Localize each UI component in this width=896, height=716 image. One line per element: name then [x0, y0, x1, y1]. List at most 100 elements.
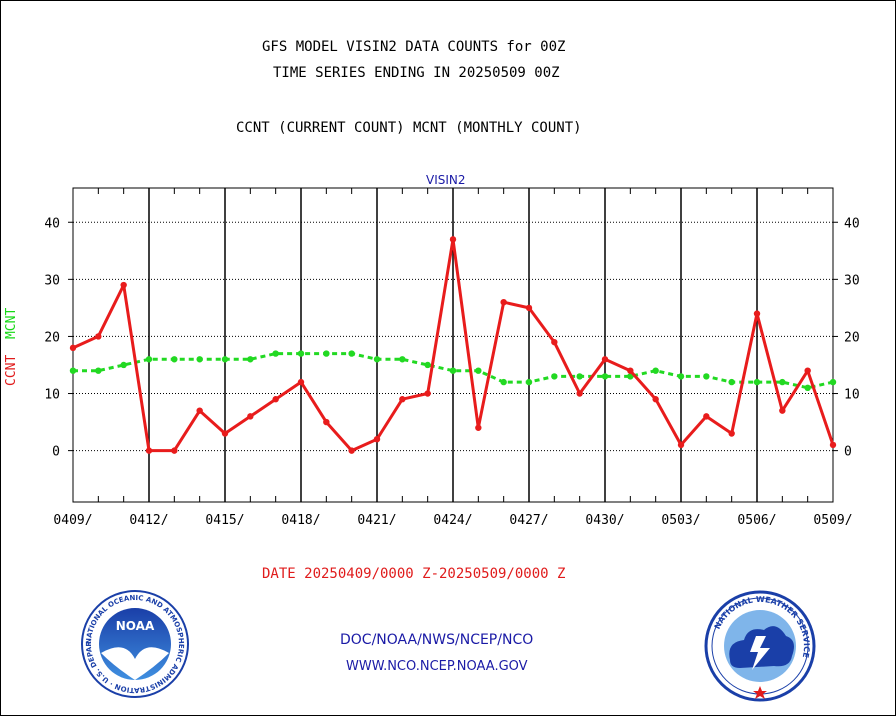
- x-tick-label: 0503/: [661, 513, 700, 528]
- data-point-ccnt: [247, 413, 254, 420]
- data-point-ccnt: [221, 430, 229, 437]
- x-tick-label: 0424/: [433, 513, 472, 528]
- data-point-ccnt: [779, 407, 786, 414]
- data-point-mcnt: [323, 350, 330, 357]
- chart-title-line2: TIME SERIES ENDING IN 20250509 00Z: [273, 65, 560, 81]
- series-mcnt: [69, 350, 837, 392]
- data-point-ccnt: [449, 236, 457, 243]
- data-point-mcnt: [272, 350, 279, 357]
- axis-ticks: 0 0 10 10 20 20 30 30 40 40 0409/0412/0415/0418/04…: [44, 188, 860, 528]
- data-point-ccnt: [373, 436, 381, 443]
- data-point-ccnt: [677, 441, 685, 449]
- data-point-ccnt: [576, 390, 583, 397]
- data-point-mcnt: [551, 373, 558, 380]
- data-point-mcnt: [804, 384, 811, 392]
- y-tick-label-left: 20: [44, 330, 60, 345]
- data-point-mcnt: [627, 373, 634, 380]
- data-point-ccnt: [145, 447, 153, 454]
- x-tick-label: 0427/: [509, 513, 548, 528]
- data-point-mcnt: [399, 356, 406, 363]
- data-point-mcnt: [424, 361, 431, 369]
- data-point-ccnt: [753, 310, 761, 317]
- data-point-ccnt: [829, 441, 837, 449]
- x-tick-label: 0418/: [281, 513, 320, 528]
- data-point-ccnt: [703, 413, 710, 420]
- data-point-mcnt: [171, 356, 178, 363]
- data-point-mcnt: [728, 378, 735, 386]
- footer-org: DOC/NOAA/NWS/NCEP/NCO: [340, 632, 534, 648]
- data-point-mcnt: [677, 373, 685, 380]
- data-point-ccnt: [297, 378, 305, 386]
- nws-logo: NATIONAL WEATHER SERVICE: [704, 590, 816, 702]
- data-point-mcnt: [829, 378, 837, 386]
- y-tick-label-right: 0: [844, 445, 852, 460]
- data-point-mcnt: [348, 350, 355, 357]
- data-point-ccnt: [399, 396, 406, 403]
- y-tick-label-left: 10: [44, 388, 60, 403]
- data-point-mcnt: [196, 356, 203, 363]
- data-point-mcnt: [500, 378, 507, 386]
- data-point-mcnt: [576, 373, 583, 380]
- data-point-ccnt: [475, 424, 482, 431]
- data-point-mcnt: [601, 373, 609, 380]
- y-tick-label-right: 40: [844, 216, 860, 231]
- data-point-ccnt: [424, 390, 431, 397]
- data-point-mcnt: [297, 350, 305, 357]
- plot-title: VISIN2: [426, 173, 466, 187]
- data-point-mcnt: [753, 378, 761, 386]
- x-tick-label: 0409/: [53, 513, 92, 528]
- y-tick-label-left: 0: [52, 445, 60, 460]
- data-point-mcnt: [525, 378, 533, 386]
- noaa-logo: NATIONAL OCEANIC AND ATMOSPHERIC ADMINIS…: [80, 589, 189, 698]
- x-axis-label: DATE 20250409/0000 Z-20250509/0000 Z: [262, 566, 566, 582]
- data-point-ccnt: [323, 418, 330, 426]
- data-point-mcnt: [373, 356, 381, 363]
- x-tick-label: 0421/: [357, 513, 396, 528]
- data-point-mcnt: [145, 356, 153, 363]
- x-tick-label: 0509/: [813, 513, 852, 528]
- y-tick-label-right: 10: [844, 388, 860, 403]
- star-icon: [753, 686, 767, 699]
- data-point-ccnt: [272, 396, 279, 403]
- data-point-ccnt: [69, 344, 77, 352]
- data-point-mcnt: [247, 356, 254, 363]
- data-point-ccnt: [627, 367, 634, 374]
- x-tick-label: 0430/: [585, 513, 624, 528]
- noaa-logo-text: NOAA: [116, 619, 155, 633]
- grid: [73, 188, 833, 502]
- data-point-ccnt: [728, 430, 735, 437]
- series: [69, 236, 837, 454]
- data-point-mcnt: [652, 367, 659, 374]
- data-point-mcnt: [449, 367, 457, 374]
- chart-title-line3: CCNT (CURRENT COUNT) MCNT (MONTHLY COUNT…: [236, 120, 582, 136]
- y-tick-label-left: 30: [44, 273, 60, 288]
- data-point-ccnt: [804, 367, 811, 374]
- y-tick-label-left: 40: [44, 216, 60, 231]
- y-tick-label-right: 20: [844, 330, 860, 345]
- data-point-ccnt: [348, 447, 355, 454]
- data-point-ccnt: [120, 281, 127, 289]
- data-point-mcnt: [475, 367, 482, 374]
- footer-url: WWW.NCO.NCEP.NOAA.GOV: [346, 659, 528, 674]
- data-point-ccnt: [500, 298, 507, 306]
- x-tick-label: 0412/: [129, 513, 168, 528]
- data-point-ccnt: [196, 407, 203, 414]
- x-tick-label: 0415/: [205, 513, 244, 528]
- data-point-mcnt: [69, 367, 77, 374]
- data-point-mcnt: [779, 378, 786, 386]
- x-tick-label: 0506/: [737, 513, 776, 528]
- data-point-ccnt: [171, 447, 178, 454]
- data-point-mcnt: [703, 373, 710, 380]
- data-point-mcnt: [221, 356, 229, 363]
- data-point-ccnt: [525, 304, 533, 312]
- data-point-mcnt: [95, 367, 102, 374]
- data-point-ccnt: [652, 396, 659, 403]
- data-point-mcnt: [120, 361, 127, 369]
- data-point-ccnt: [601, 356, 609, 363]
- series-ccnt: [69, 236, 837, 454]
- data-point-ccnt: [551, 338, 558, 346]
- y-tick-label-right: 30: [844, 273, 860, 288]
- data-point-ccnt: [95, 333, 102, 340]
- chart-title-line1: GFS MODEL VISIN2 DATA COUNTS for 00Z: [262, 39, 566, 55]
